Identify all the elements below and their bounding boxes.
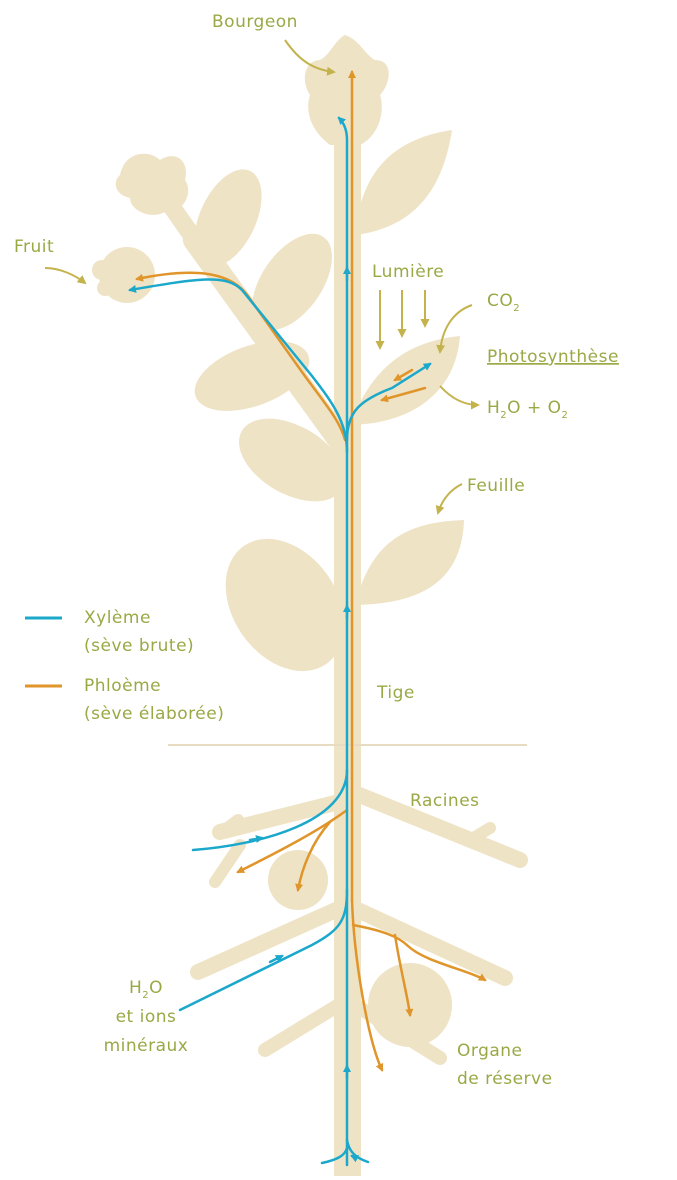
- storage-label: Organe: [457, 1041, 523, 1061]
- legend-note: (sève brute): [84, 636, 194, 656]
- co2-label: CO2: [487, 291, 520, 314]
- leaf-label: Feuille: [467, 476, 525, 496]
- co2-main: CO: [487, 291, 513, 311]
- formula-part: O: [149, 978, 163, 998]
- uptake-line: et ions: [116, 1007, 177, 1027]
- products-label: H2O + O2: [487, 398, 568, 421]
- bud-label: Bourgeon: [212, 12, 298, 32]
- plant-diagram: Bourgeon Fruit Lumière CO2 Photosynthèse…: [0, 0, 677, 1176]
- products-sub: 2: [562, 410, 569, 421]
- fruit-label: Fruit: [14, 237, 54, 257]
- plant: [92, 35, 520, 1176]
- legend: Xylème (sève brute) Phloème (sève élabor…: [25, 608, 224, 724]
- products-part: H: [487, 398, 500, 418]
- legend-name: Xylème: [84, 608, 151, 628]
- formula-part: H: [129, 978, 142, 998]
- light-label: Lumière: [372, 262, 444, 282]
- products-sub: 2: [500, 410, 507, 421]
- uptake-line: minéraux: [104, 1036, 189, 1056]
- legend-note: (sève élaborée): [84, 704, 224, 724]
- uptake-formula: H2O: [129, 978, 163, 1001]
- photosynthesis-label: Photosynthèse: [487, 347, 619, 367]
- roots-label: Racines: [410, 791, 480, 811]
- formula-sub: 2: [142, 990, 149, 1001]
- stem-label: Tige: [376, 683, 415, 703]
- storage-label: de réserve: [457, 1069, 553, 1089]
- legend-name: Phloème: [84, 676, 161, 696]
- co2-sub: 2: [513, 303, 520, 314]
- products-part: O + O: [507, 398, 561, 418]
